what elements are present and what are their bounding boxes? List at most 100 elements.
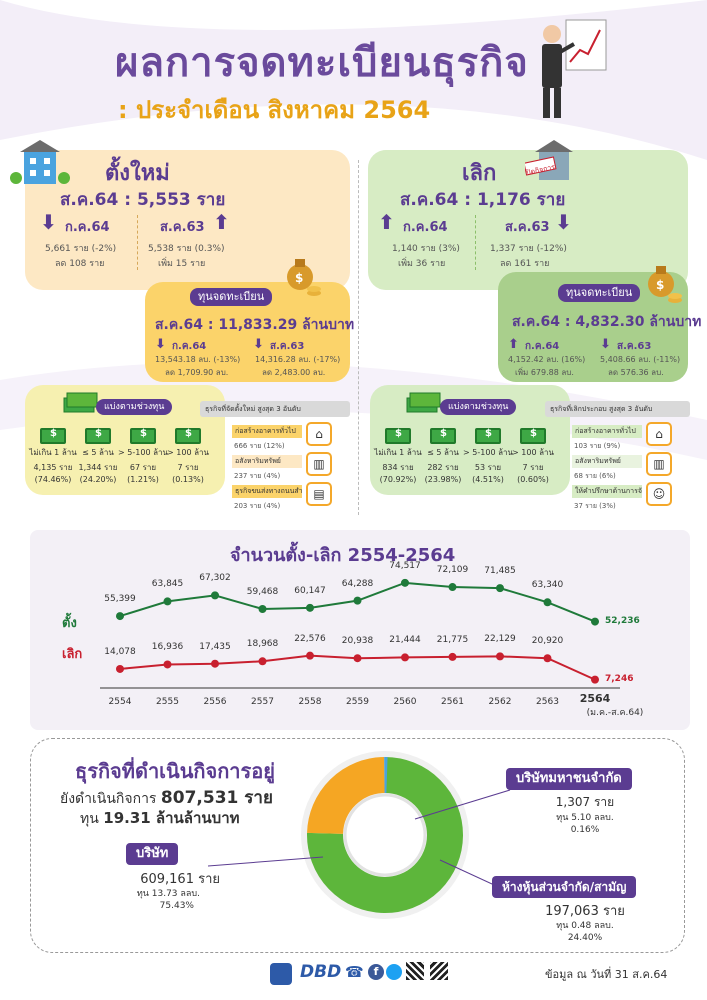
data-point <box>211 591 219 600</box>
chart-title: จำนวนตั้ง-เลิก 2554-2564 <box>230 545 456 566</box>
range-label: > 5-100 ล้าน <box>118 448 168 457</box>
data-point <box>496 584 504 593</box>
data-point <box>401 653 409 662</box>
data-label: 74,517 <box>389 560 421 571</box>
range-label: > 5-100 ล้าน <box>463 448 513 457</box>
x-tick-label: 2561 <box>441 697 464 707</box>
up-arrow-icon: ⬆ <box>508 337 519 352</box>
data-label: 71,485 <box>484 566 516 577</box>
x-tick-label: 2560 <box>393 697 417 707</box>
company-pct: 75.43% <box>159 901 194 911</box>
page-subtitle: : ประจำเดือน สิงหาคม 2564 <box>118 96 431 124</box>
data-label: 14,078 <box>104 646 136 657</box>
data-point <box>116 612 124 621</box>
data-label: 64,288 <box>341 578 374 589</box>
twitter-icon[interactable] <box>386 964 402 980</box>
last-category-note: (ม.ค.-ส.ค.64) <box>586 708 644 718</box>
banknote-icon <box>130 428 156 444</box>
banknote-icon <box>85 428 111 444</box>
data-point <box>543 654 552 663</box>
data-label: 16,936 <box>151 642 184 653</box>
qr-code-icon[interactable] <box>406 962 424 980</box>
data-point <box>211 659 219 668</box>
range-label: > 100 ล้าน <box>512 448 554 457</box>
banknote-icon <box>475 428 501 444</box>
x-tick-label: 2557 <box>251 697 274 707</box>
range-label: ไม่เกิน 1 ล้าน <box>29 448 77 457</box>
new-top-title: ธุรกิจที่จัดตั้งใหม่ สูงสุด 3 อันดับ <box>205 405 301 413</box>
money-bag-icon: $ <box>287 259 321 296</box>
page-title: ผลการจดทะเบียนธุรกิจ <box>115 40 529 86</box>
partnership-pct: 24.40% <box>567 933 603 943</box>
callout-line <box>414 789 511 820</box>
data-label: 22,129 <box>484 634 516 645</box>
closed-cap1-label: ก.ค.64 <box>525 341 560 352</box>
range-pct: (70.92%) <box>379 475 417 484</box>
closed-cmp1-label: ก.ค.64 <box>403 220 448 235</box>
operating-line2-prefix: ทุน <box>80 811 99 827</box>
presenter-icon <box>542 19 607 118</box>
closed-range-title: แบ่งตามช่วงทุน <box>440 399 517 415</box>
phone-icon[interactable]: ☎ <box>345 963 364 981</box>
top-business-value: 203 ราย (4%) <box>234 502 281 510</box>
cmp-divider <box>137 215 138 270</box>
partnership-capital: ทุน 0.48 ลลบ. <box>556 921 614 931</box>
closed-cmp2-line1: 1,337 ราย (-12%) <box>490 244 567 254</box>
x-tick-label: 2558 <box>298 697 322 707</box>
closed-cap2-label: ส.ค.63 <box>617 341 652 352</box>
public-company-pct: 0.16% <box>570 825 600 835</box>
new-title: ตั้งใหม่ <box>105 161 170 186</box>
up-arrow-icon: ⬆ <box>378 210 395 234</box>
closed-headline: ส.ค.64 : 1,176 ราย <box>400 190 566 210</box>
new-cap2-label: ส.ค.63 <box>270 341 305 352</box>
banknote-icon <box>385 428 411 444</box>
range-label: ≤ 5 ล้าน <box>82 448 114 457</box>
range-label: > 100 ล้าน <box>167 448 209 457</box>
new-headline: ส.ค.64 : 5,553 ราย <box>60 190 226 210</box>
x-tick-label: 2556 <box>203 697 227 707</box>
data-point <box>353 654 362 663</box>
data-label: 7,246 <box>605 673 634 684</box>
top-business-name: ให้คำปรึกษาด้านการจัดการ <box>572 485 642 498</box>
cash-stack-icon <box>406 392 441 413</box>
range-count: 834 ราย <box>382 463 414 472</box>
facebook-icon[interactable]: f <box>368 964 384 980</box>
x-tick-label: 2563 <box>536 697 559 707</box>
range-pct: (24.20%) <box>79 475 117 484</box>
consulting-icon: ☺ <box>646 482 672 506</box>
closed-title: เลิก <box>462 161 497 186</box>
new-cmp1-label: ก.ค.64 <box>65 220 110 235</box>
svg-text:$: $ <box>656 278 664 292</box>
operating-line2-value: 19.31 ล้านล้านบาท <box>103 809 240 827</box>
top-business-name: อสังหาริมทรัพย์ <box>572 455 642 468</box>
data-point <box>258 657 267 666</box>
qr-code-icon[interactable] <box>430 962 448 980</box>
x-tick-label: 2559 <box>346 697 369 707</box>
banknote-icon <box>175 428 201 444</box>
range-pct: (1.21%) <box>127 475 159 484</box>
closed-cap2-line2: ลด 576.36 ลบ. <box>608 368 664 377</box>
bank-icon: ▥ <box>306 452 332 476</box>
data-label: 22,576 <box>294 633 326 644</box>
range-count: 53 ราย <box>474 463 502 472</box>
range-pct: (23.98%) <box>424 475 462 484</box>
data-point <box>163 660 172 669</box>
date-note: ข้อมูล ณ วันที่ 31 ส.ค.64 <box>545 968 668 981</box>
range-pct: (4.51%) <box>472 475 504 484</box>
x-tick-label: 2562 <box>488 697 512 707</box>
top-business-value: 68 ราย (6%) <box>574 472 616 480</box>
operating-line2: ทุน 19.31 ล้านล้านบาท <box>80 806 240 830</box>
new-cap1-line2: ลด 1,709.90 ลบ. <box>165 368 229 377</box>
partnership-count: 197,063 ราย <box>545 904 625 919</box>
banknote-icon <box>40 428 66 444</box>
operating-line1: ยังดำเนินกิจการ 807,531 ราย <box>60 784 273 811</box>
data-point <box>306 651 314 660</box>
bank-icon: ▥ <box>646 452 672 476</box>
banknote-icon <box>430 428 456 444</box>
closed-top-title: ธุรกิจที่เลิกประกอบ สูงสุด 3 อันดับ <box>550 405 653 413</box>
closed-cmp1-line1: 1,140 ราย (3%) <box>392 244 460 254</box>
donut-center <box>343 793 427 877</box>
data-point <box>353 596 362 605</box>
